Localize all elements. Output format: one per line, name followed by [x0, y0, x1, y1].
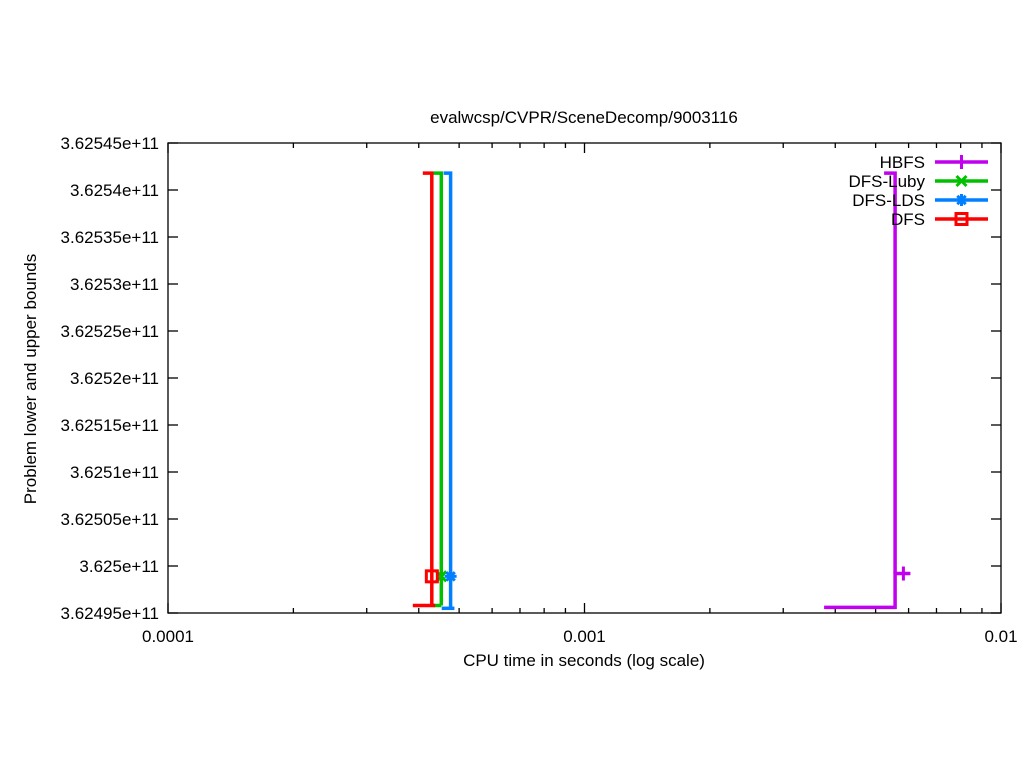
y-tick-label: 3.62495e+11: [61, 604, 159, 623]
series-HBFS-line: [884, 171, 897, 574]
y-tick-label: 3.62525e+11: [61, 322, 159, 341]
plot-border: [167, 142, 1002, 614]
y-tick-label: 3.62535e+11: [61, 228, 159, 247]
legend-marker-DFS-Luby: [955, 174, 968, 188]
legend-label-DFS-Luby: DFS-Luby: [848, 172, 925, 191]
legend-label-DFS: DFS: [891, 210, 925, 229]
y-tick-label: 3.625e+11: [79, 557, 159, 576]
y-axis-label: Problem lower and upper bounds: [21, 253, 40, 505]
y-tick-label: 3.62505e+11: [61, 510, 159, 529]
y-tick-label: 3.6251e+11: [70, 463, 159, 482]
series-DFS-Luby-line: [433, 171, 444, 606]
x-axis-label: CPU time in seconds (log scale): [463, 651, 705, 670]
series-DFS-LDS-line: [443, 171, 453, 609]
series-DFS-line: [422, 171, 434, 606]
legend-marker-DFS-LDS: [956, 194, 967, 206]
legend-marker-DFS: [954, 212, 969, 226]
series-DFS-marker: [424, 569, 439, 584]
y-tick-label: 3.62515e+11: [61, 416, 159, 435]
x-tick-label: 0.001: [563, 627, 606, 646]
y-tick-label: 3.62545e+11: [61, 134, 159, 153]
legend-label-HBFS: HBFS: [880, 153, 925, 172]
series-DFS-LDS-marker: [445, 571, 456, 582]
chart-title: evalwcsp/CVPR/SceneDecomp/9003116: [430, 108, 738, 127]
x-tick-label: 0.0001: [142, 627, 194, 646]
y-tick-label: 3.6254e+11: [70, 181, 159, 200]
series-HBFS-line: [824, 571, 911, 610]
legend-label-DFS-LDS: DFS-LDS: [852, 191, 925, 210]
x-tick-label: 0.01: [984, 627, 1017, 646]
y-tick-label: 3.6252e+11: [70, 369, 159, 388]
y-tick-label: 3.6253e+11: [70, 275, 159, 294]
